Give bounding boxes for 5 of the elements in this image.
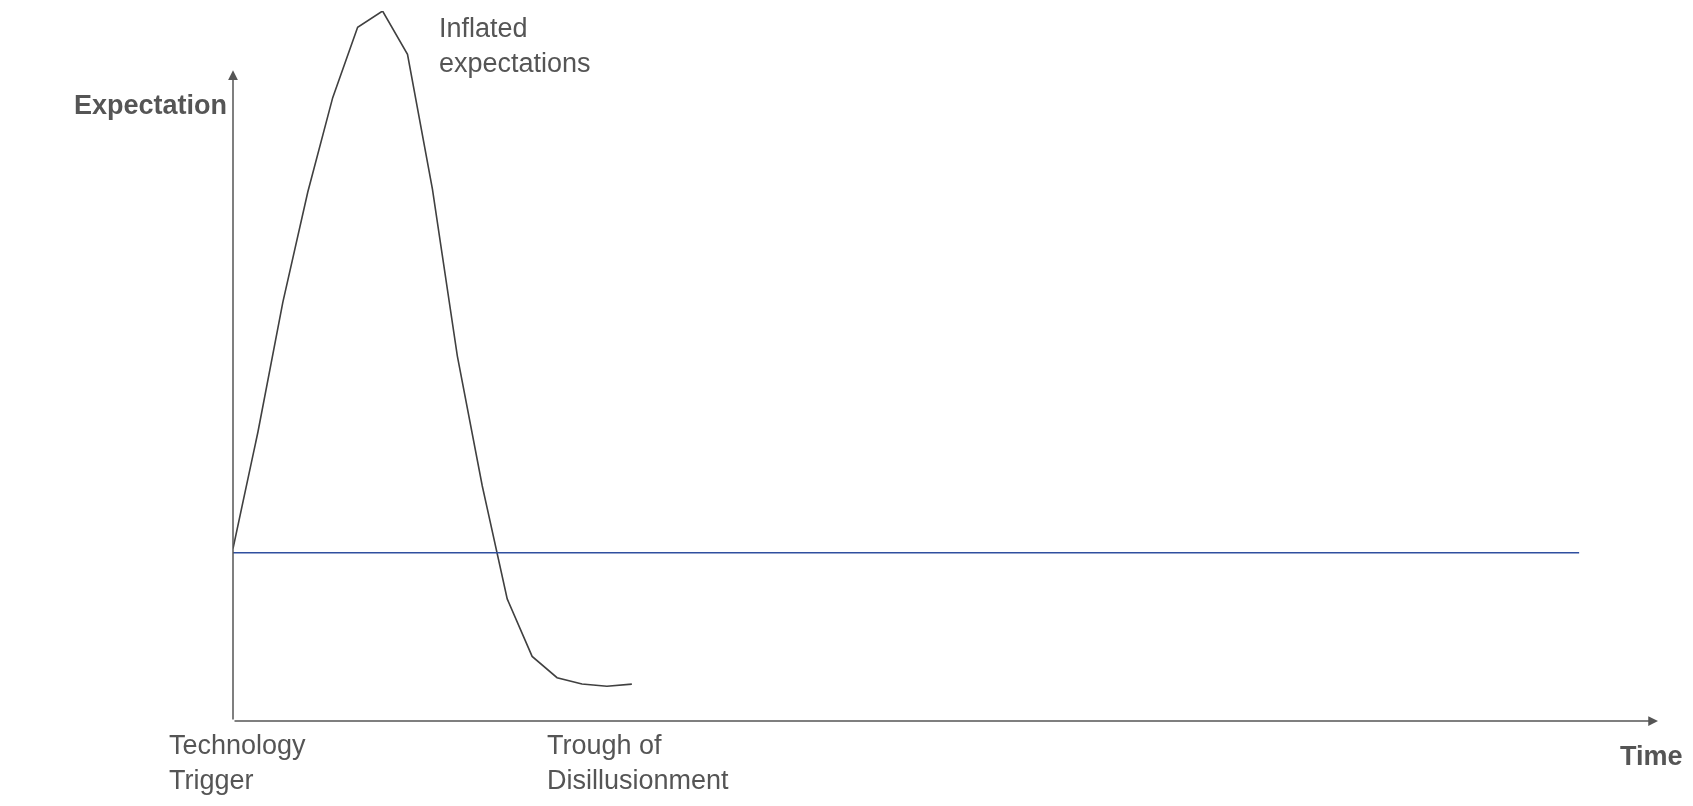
annotation: Inflated expectations xyxy=(439,13,591,79)
y-axis-title: Expectation xyxy=(74,90,228,120)
text: Technology Trigger xyxy=(169,730,307,796)
text: Trough of Disillusionment xyxy=(547,730,730,796)
x-axis-title: Time xyxy=(1620,741,1683,771)
